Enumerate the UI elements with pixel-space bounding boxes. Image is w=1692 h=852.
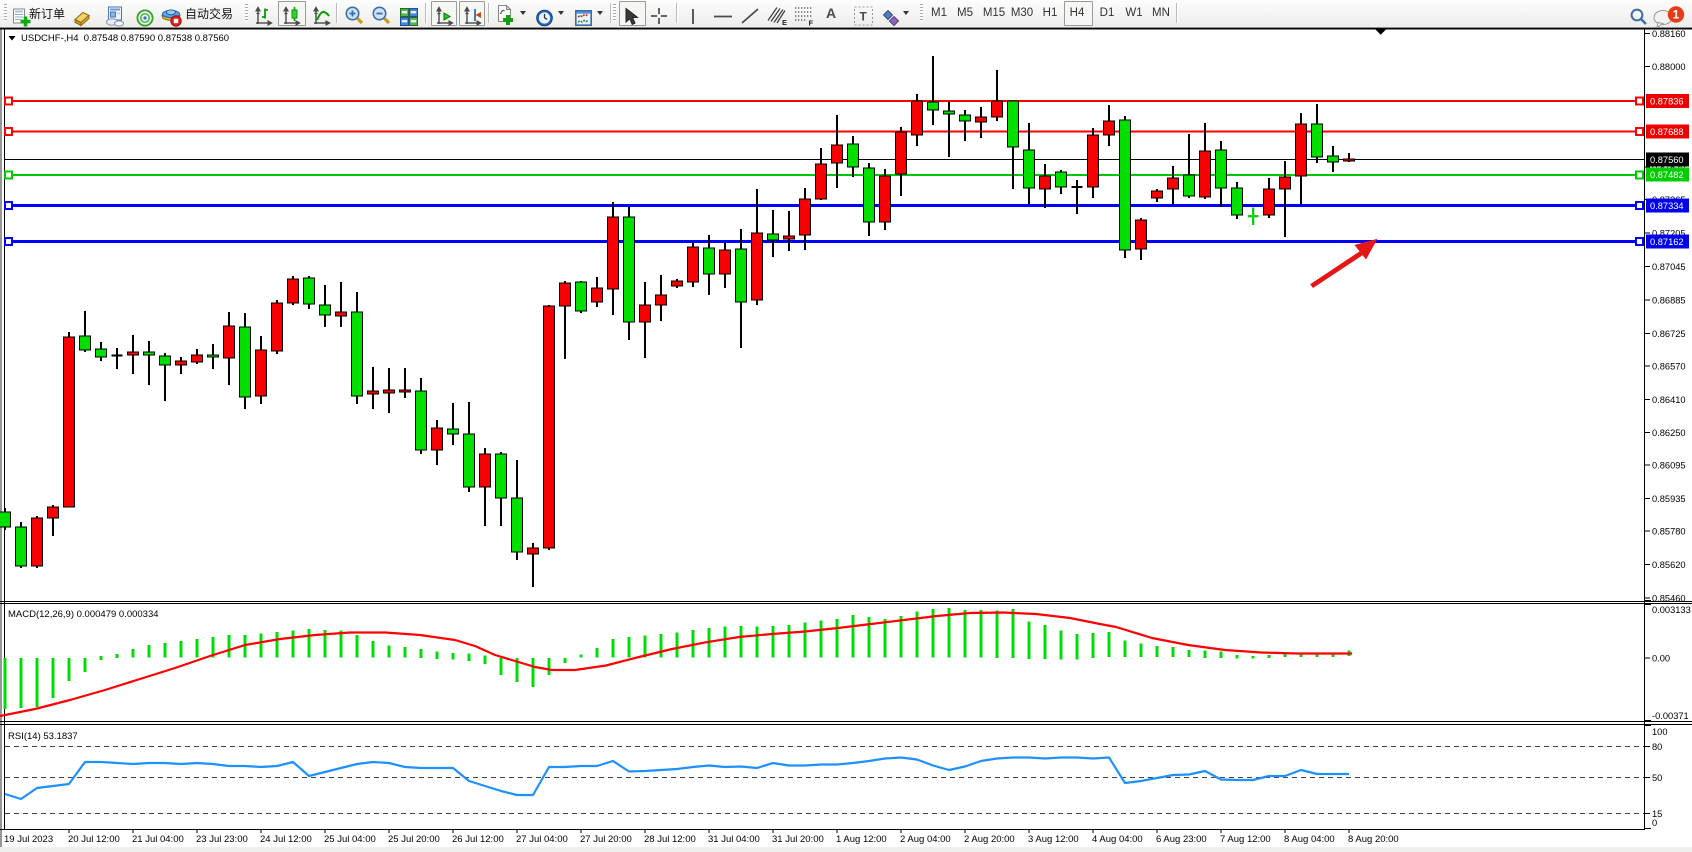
- svg-text:0.87045: 0.87045: [1652, 262, 1686, 272]
- svg-text:6 Aug 23:00: 6 Aug 23:00: [1156, 834, 1207, 845]
- svg-text:24 Jul 12:00: 24 Jul 12:00: [260, 834, 312, 845]
- svg-text:100: 100: [1652, 727, 1668, 737]
- svg-text:0.87334: 0.87334: [1650, 201, 1684, 211]
- svg-text:0.87836: 0.87836: [1650, 97, 1684, 107]
- svg-text:8 Aug 04:00: 8 Aug 04:00: [1284, 834, 1335, 845]
- svg-text:0.87688: 0.87688: [1650, 127, 1684, 137]
- svg-text:0.86885: 0.86885: [1652, 295, 1686, 305]
- svg-text:E: E: [782, 18, 787, 27]
- svg-text:0: 0: [1652, 818, 1657, 828]
- svg-text:2 Aug 04:00: 2 Aug 04:00: [900, 834, 951, 845]
- svg-text:0.86570: 0.86570: [1652, 361, 1686, 371]
- svg-text:USDCHF-,H4 0.87548 0.87590 0.: USDCHF-,H4 0.87548 0.87590 0.87538 0.875…: [21, 33, 229, 44]
- svg-text:3 Aug 12:00: 3 Aug 12:00: [1028, 834, 1079, 845]
- svg-text:50: 50: [1652, 773, 1662, 783]
- svg-text:1 Aug 12:00: 1 Aug 12:00: [836, 834, 887, 845]
- svg-text:0.87560: 0.87560: [1650, 155, 1684, 165]
- svg-text:7 Aug 12:00: 7 Aug 12:00: [1220, 834, 1271, 845]
- svg-text:8 Aug 20:00: 8 Aug 20:00: [1348, 834, 1399, 845]
- svg-text:20 Jul 12:00: 20 Jul 12:00: [68, 834, 120, 845]
- svg-text:0.85780: 0.85780: [1652, 527, 1686, 537]
- svg-text:0.88000: 0.88000: [1652, 62, 1686, 72]
- svg-text:0.85935: 0.85935: [1652, 494, 1686, 504]
- svg-text:21 Jul 04:00: 21 Jul 04:00: [132, 834, 184, 845]
- svg-text:25 Jul 20:00: 25 Jul 20:00: [388, 834, 440, 845]
- svg-text:0.87482: 0.87482: [1650, 170, 1684, 180]
- svg-text:0.00: 0.00: [1652, 654, 1670, 664]
- svg-text:27 Jul 04:00: 27 Jul 04:00: [516, 834, 568, 845]
- svg-text:0.87205: 0.87205: [1652, 229, 1686, 239]
- svg-text:0.86095: 0.86095: [1652, 461, 1686, 471]
- svg-text:0.86725: 0.86725: [1652, 329, 1686, 339]
- svg-text:19 Jul 2023: 19 Jul 2023: [4, 834, 53, 845]
- svg-text:31 Jul 04:00: 31 Jul 04:00: [708, 834, 760, 845]
- svg-text:26 Jul 12:00: 26 Jul 12:00: [452, 834, 504, 845]
- svg-text:0.85620: 0.85620: [1652, 560, 1686, 570]
- svg-text:27 Jul 20:00: 27 Jul 20:00: [580, 834, 632, 845]
- svg-text:0.86250: 0.86250: [1652, 428, 1686, 438]
- svg-text:25 Jul 04:00: 25 Jul 04:00: [324, 834, 376, 845]
- svg-text:31 Jul 20:00: 31 Jul 20:00: [772, 834, 824, 845]
- svg-text:MACD(12,26,9) 0.000479 0.00033: MACD(12,26,9) 0.000479 0.000334: [8, 609, 159, 620]
- svg-text:0.88160: 0.88160: [1652, 29, 1686, 39]
- svg-text:28 Jul 12:00: 28 Jul 12:00: [644, 834, 696, 845]
- svg-text:T: T: [860, 10, 868, 24]
- svg-text:80: 80: [1652, 742, 1662, 752]
- svg-text:4 Aug 04:00: 4 Aug 04:00: [1092, 834, 1143, 845]
- svg-text:F: F: [809, 19, 814, 28]
- svg-text:23 Jul 23:00: 23 Jul 23:00: [196, 834, 248, 845]
- svg-text:0.86410: 0.86410: [1652, 395, 1686, 405]
- svg-text:0.85460: 0.85460: [1652, 593, 1686, 603]
- svg-text:2 Aug 20:00: 2 Aug 20:00: [964, 834, 1015, 845]
- svg-text:1: 1: [1673, 8, 1680, 22]
- svg-text:-0.00371: -0.00371: [1652, 711, 1689, 721]
- svg-text:15: 15: [1652, 809, 1662, 819]
- svg-text:0.87162: 0.87162: [1650, 237, 1684, 247]
- svg-text:0.003133: 0.003133: [1652, 605, 1691, 615]
- svg-text:RSI(14) 53.1837: RSI(14) 53.1837: [8, 731, 78, 742]
